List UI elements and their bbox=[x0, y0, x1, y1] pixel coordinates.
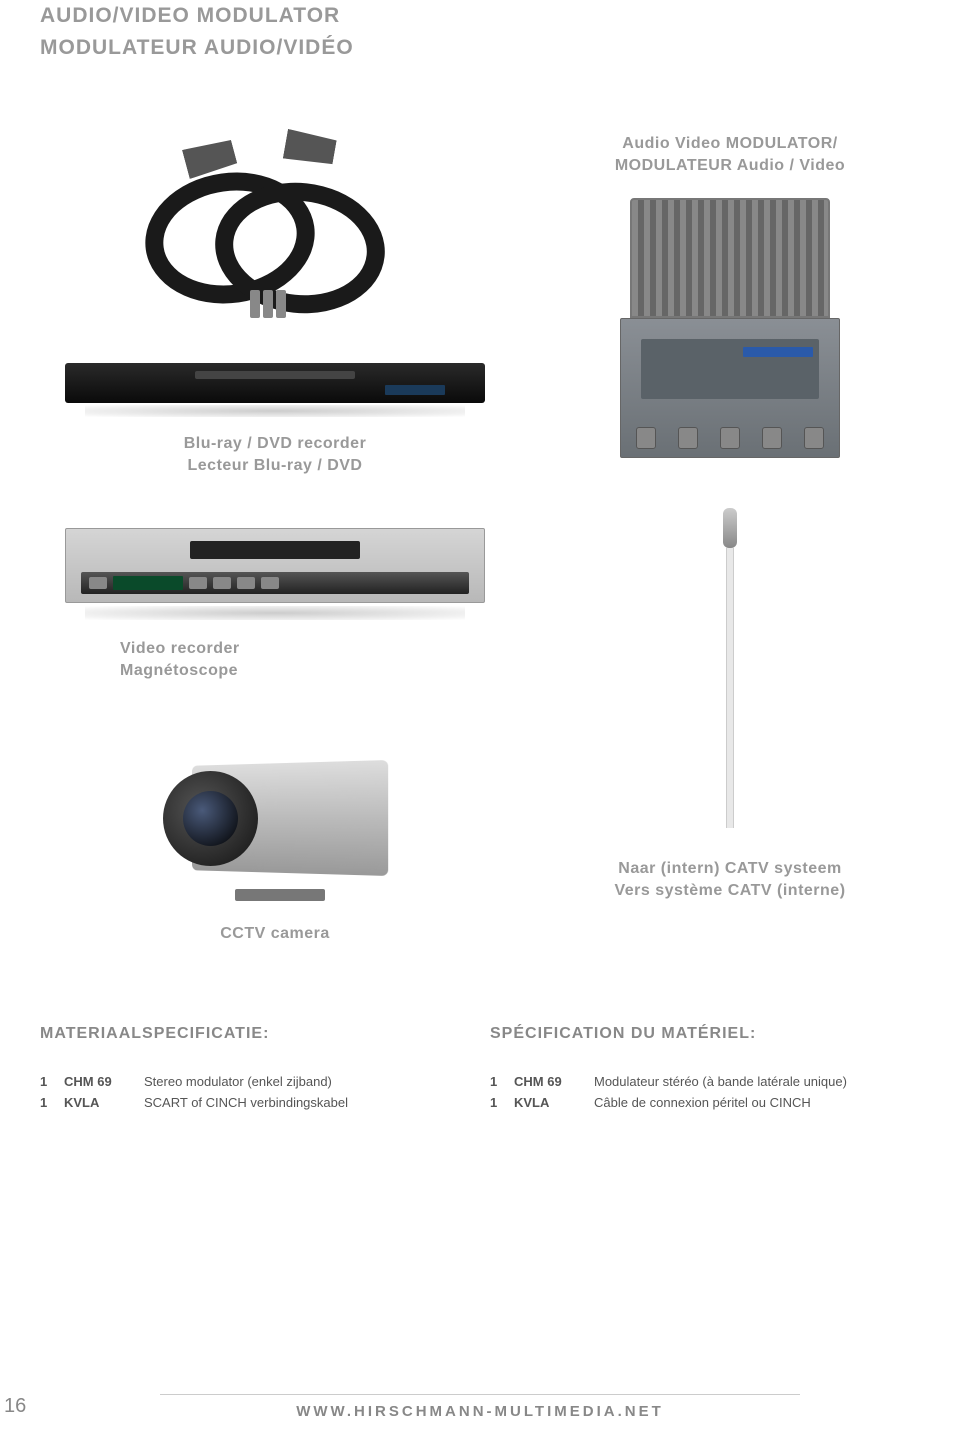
table-row: 1 CHM 69 Modulateur stéréo (à bande laté… bbox=[490, 1071, 861, 1092]
spec-code: KVLA bbox=[64, 1092, 144, 1113]
spec-qty: 1 bbox=[490, 1071, 514, 1092]
spec-left: MATERIAALSPECIFICATIE: 1 CHM 69 Stereo m… bbox=[40, 1025, 470, 1113]
title-en: AUDIO/VIDEO MODULATOR bbox=[40, 0, 920, 32]
spec-desc: Câble de connexion péritel ou CINCH bbox=[594, 1092, 861, 1113]
bluray-label: Blu-ray / DVD recorder Lecteur Blu-ray /… bbox=[40, 433, 510, 478]
spec-desc: SCART of CINCH verbindingskabel bbox=[144, 1092, 362, 1113]
spec-right-table: 1 CHM 69 Modulateur stéréo (à bande laté… bbox=[490, 1071, 861, 1113]
cctv-label: CCTV camera bbox=[40, 923, 510, 945]
bluray-label-line2: Lecteur Blu-ray / DVD bbox=[40, 455, 510, 477]
vcr-label-line2: Magnétoscope bbox=[120, 660, 510, 682]
cctv-illustration bbox=[145, 733, 405, 913]
vcr-label-line1: Video recorder bbox=[120, 638, 510, 660]
spec-qty: 1 bbox=[40, 1071, 64, 1092]
right-column: Audio Video MODULATOR/ MODULATEUR Audio … bbox=[510, 133, 920, 945]
title-fr: MODULATEUR AUDIO/VIDÉO bbox=[40, 32, 920, 64]
antenna-illustration bbox=[720, 508, 740, 838]
page-title-block: AUDIO/VIDEO MODULATOR MODULATEUR AUDIO/V… bbox=[40, 0, 920, 63]
spec-code: KVLA bbox=[514, 1092, 594, 1113]
cables-illustration bbox=[40, 133, 510, 333]
footer-url: WWW.HIRSCHMANN-MULTIMEDIA.NET bbox=[0, 1403, 960, 1420]
spec-code: CHM 69 bbox=[514, 1071, 594, 1092]
modulator-label: Audio Video MODULATOR/ MODULATEUR Audio … bbox=[540, 133, 920, 178]
spec-section: MATERIAALSPECIFICATIE: 1 CHM 69 Stereo m… bbox=[40, 1025, 920, 1113]
footer: WWW.HIRSCHMANN-MULTIMEDIA.NET bbox=[0, 1394, 960, 1420]
bluray-label-line1: Blu-ray / DVD recorder bbox=[40, 433, 510, 455]
catv-label-line2: Vers système CATV (interne) bbox=[540, 880, 920, 902]
modulator-illustration bbox=[615, 198, 845, 478]
spec-qty: 1 bbox=[40, 1092, 64, 1113]
vcr-illustration bbox=[65, 528, 485, 623]
vcr-label: Video recorder Magnétoscope bbox=[40, 638, 510, 683]
spec-left-title: MATERIAALSPECIFICATIE: bbox=[40, 1025, 470, 1043]
spec-right-title: SPÉCIFICATION DU MATÉRIEL: bbox=[490, 1025, 920, 1043]
catv-label-line1: Naar (intern) CATV systeem bbox=[540, 858, 920, 880]
bluray-illustration bbox=[65, 363, 485, 418]
table-row: 1 CHM 69 Stereo modulator (enkel zijband… bbox=[40, 1071, 362, 1092]
catv-label: Naar (intern) CATV systeem Vers système … bbox=[540, 858, 920, 903]
table-row: 1 KVLA SCART of CINCH verbindingskabel bbox=[40, 1092, 362, 1113]
left-column: Blu-ray / DVD recorder Lecteur Blu-ray /… bbox=[40, 133, 510, 945]
table-row: 1 KVLA Câble de connexion péritel ou CIN… bbox=[490, 1092, 861, 1113]
spec-right: SPÉCIFICATION DU MATÉRIEL: 1 CHM 69 Modu… bbox=[470, 1025, 920, 1113]
spec-code: CHM 69 bbox=[64, 1071, 144, 1092]
spec-qty: 1 bbox=[490, 1092, 514, 1113]
modulator-label-line2: MODULATEUR Audio / Video bbox=[540, 155, 920, 177]
modulator-label-line1: Audio Video MODULATOR/ bbox=[540, 133, 920, 155]
footer-divider bbox=[160, 1394, 800, 1395]
spec-left-table: 1 CHM 69 Stereo modulator (enkel zijband… bbox=[40, 1071, 362, 1113]
diagram-content: Blu-ray / DVD recorder Lecteur Blu-ray /… bbox=[40, 133, 920, 945]
spec-desc: Stereo modulator (enkel zijband) bbox=[144, 1071, 362, 1092]
spec-desc: Modulateur stéréo (à bande latérale uniq… bbox=[594, 1071, 861, 1092]
page-number: 16 bbox=[4, 1395, 26, 1418]
